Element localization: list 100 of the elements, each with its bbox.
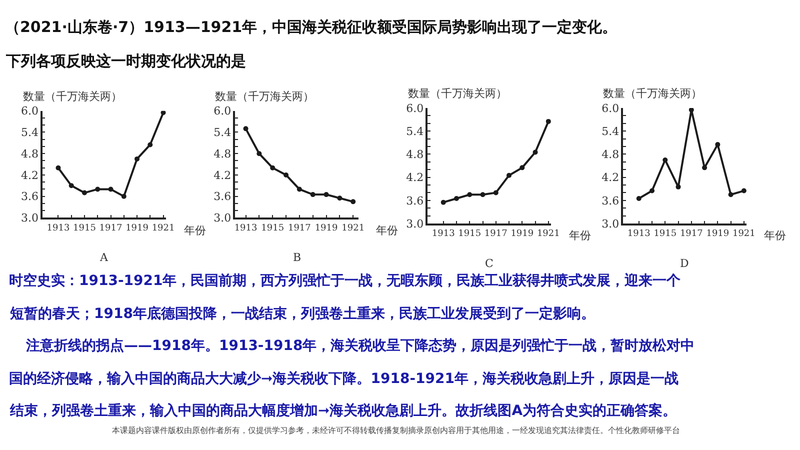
point <box>160 110 166 116</box>
y-tick-label: 3.0 <box>214 212 232 225</box>
x-tick-label: 1915 <box>73 223 96 234</box>
y-tick-label: 5.4 <box>406 124 424 138</box>
y-tick-label: 6.0 <box>406 102 424 115</box>
point <box>134 156 140 162</box>
point <box>108 186 114 192</box>
point <box>270 165 276 170</box>
point <box>148 142 153 148</box>
y-tick-label: 3.6 <box>214 190 232 204</box>
point <box>702 165 708 170</box>
y-axis-title: 数量（千万海关两） <box>603 87 702 100</box>
y-tick-label: 4.8 <box>214 147 232 160</box>
y-tick-label: 5.4 <box>214 126 232 140</box>
point <box>546 118 551 124</box>
text: 下列各项反映这一时期变化状况的是 <box>5 52 246 70</box>
x-tick-label: 1915 <box>654 229 677 240</box>
point <box>324 192 329 198</box>
point <box>56 165 61 170</box>
point <box>520 165 525 170</box>
point <box>350 199 356 204</box>
point <box>728 192 734 198</box>
y-tick-label: 4.8 <box>406 148 424 162</box>
x-axis-title: 年份 <box>376 224 398 237</box>
y-axis-title: 数量（千万海关两） <box>23 90 122 103</box>
x-tick-label: 1921 <box>732 229 756 240</box>
y-tick-label: 4.8 <box>602 148 620 162</box>
point <box>493 190 498 196</box>
x-tick-label: 1917 <box>288 223 312 234</box>
y-tick-label: 4.2 <box>406 171 424 184</box>
point <box>741 188 746 194</box>
point <box>310 192 316 198</box>
point <box>454 196 459 201</box>
y-axis-title: 数量（千万海关两） <box>408 87 507 100</box>
point <box>121 194 126 199</box>
x-tick-label: 1915 <box>458 229 482 240</box>
x-tick-label: 1913 <box>46 223 70 234</box>
y-tick-label: 3.6 <box>406 194 424 208</box>
text: 时空史实：1913-1921年，民国前期，西方列强忙于一战，无暇东顾，民族工业获得井喷式发展，迎来一个 <box>9 272 682 289</box>
x-tick-label: 1913 <box>432 229 456 240</box>
text: 本课题内容课件版权由原创作者所有，仅提供学习参考，未经许可不得转载传播复制摘录原创内容用于其他用途，一经发现追究其法律责任。个性化教师研修平台 <box>112 426 680 435</box>
point <box>662 157 668 162</box>
x-tick-label: 1913 <box>234 223 258 234</box>
y-tick-label: 5.4 <box>602 124 620 138</box>
y-tick-label: 4.8 <box>21 147 39 160</box>
x-tick-label: 1919 <box>510 229 534 240</box>
point <box>82 190 87 196</box>
x-tick-label: 1921 <box>536 229 560 240</box>
point <box>506 172 512 178</box>
point <box>256 151 262 156</box>
y-tick-label: 3.6 <box>602 194 620 208</box>
x-tick-label: 1919 <box>706 229 730 240</box>
y-tick-label: 4.2 <box>602 171 620 184</box>
y-tick-label: 3.0 <box>602 217 620 230</box>
point <box>636 196 642 201</box>
x-tick-label: 1919 <box>314 223 338 234</box>
y-axis-title: 数量（千万海关两） <box>215 90 314 103</box>
point <box>715 142 720 148</box>
text: 注意折线的拐点——1918年。1913-1918年，海关税收呈下降态势，原因是列强忙于一战，暂时放松对中 <box>25 337 695 354</box>
point <box>296 186 302 192</box>
point <box>95 186 100 192</box>
text: D <box>680 257 689 270</box>
text: 国的经济侵略，输入中国的商品大大减少➞海关税收下降。1918-1921年，海关税收急剧上升，原因是一战 <box>9 370 678 387</box>
y-tick-label: 3.6 <box>21 190 39 204</box>
y-tick-label: 4.2 <box>214 168 232 182</box>
x-tick-label: 1917 <box>484 229 508 240</box>
x-tick-label: 1915 <box>261 223 284 234</box>
point <box>337 196 342 201</box>
y-tick-label: 3.0 <box>406 217 424 230</box>
text: 结束，列强卷土重来，输入中国的商品大幅度增加➞海关税收急剧上升。故折线图A为符合史实的正确答案。 <box>9 402 677 419</box>
x-axis-title: 年份 <box>764 229 786 242</box>
y-tick-label: 6.0 <box>21 104 39 118</box>
x-tick-label: 1919 <box>126 223 149 234</box>
x-axis-title: 年份 <box>184 224 206 237</box>
x-tick-label: 1913 <box>627 229 651 240</box>
text: （2021·山东卷·7）1913—1921年，中国海关税征收额受国际局势影响出现了一定变化。 <box>5 18 618 36</box>
y-tick-label: 5.4 <box>21 126 39 140</box>
text: B <box>293 251 302 264</box>
text: 短暂的春天；1918年底德国投降，一战结束，列强卷土重来，民族工业发展受到了一定影响。 <box>9 305 595 322</box>
point <box>440 200 446 205</box>
point <box>676 184 681 190</box>
x-tick-label: 1917 <box>99 223 122 234</box>
x-axis-title: 年份 <box>569 229 591 242</box>
point <box>284 172 289 178</box>
y-tick-label: 6.0 <box>602 102 620 115</box>
x-tick-label: 1921 <box>342 223 365 234</box>
point <box>243 126 248 132</box>
point <box>467 192 472 198</box>
text: C <box>485 257 494 270</box>
y-tick-label: 3.0 <box>21 212 39 225</box>
x-tick-label: 1921 <box>152 223 175 234</box>
point <box>688 108 694 112</box>
point <box>650 188 655 194</box>
point <box>480 192 486 198</box>
x-tick-label: 1917 <box>680 229 704 240</box>
point <box>532 150 538 155</box>
point <box>68 183 74 188</box>
text: A <box>99 251 109 264</box>
y-tick-label: 6.0 <box>214 104 232 118</box>
y-tick-label: 4.2 <box>21 168 39 182</box>
